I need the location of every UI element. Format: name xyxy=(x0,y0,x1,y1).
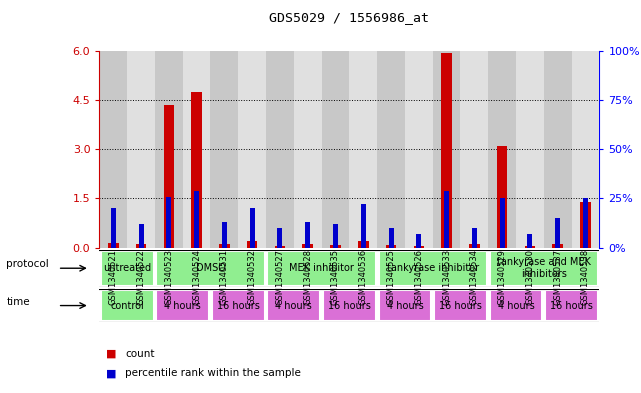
Bar xyxy=(163,105,174,248)
Text: GDS5029 / 1556986_at: GDS5029 / 1556986_at xyxy=(269,11,429,24)
Bar xyxy=(405,51,433,248)
Text: control: control xyxy=(110,301,144,310)
FancyBboxPatch shape xyxy=(212,290,265,321)
FancyBboxPatch shape xyxy=(490,290,542,321)
Text: protocol: protocol xyxy=(6,259,49,269)
Bar xyxy=(524,246,535,248)
Bar xyxy=(358,241,369,248)
FancyBboxPatch shape xyxy=(101,290,154,321)
Bar xyxy=(413,246,424,248)
Bar xyxy=(266,51,294,248)
FancyBboxPatch shape xyxy=(156,251,265,286)
Bar xyxy=(249,208,254,248)
Bar xyxy=(572,51,599,248)
Text: 4 hours: 4 hours xyxy=(387,301,423,310)
Text: percentile rank within the sample: percentile rank within the sample xyxy=(125,368,301,378)
Text: MEK inhibitor: MEK inhibitor xyxy=(289,263,354,273)
FancyBboxPatch shape xyxy=(101,251,154,286)
Bar xyxy=(433,51,460,248)
Bar xyxy=(497,146,508,248)
Bar xyxy=(194,191,199,248)
FancyBboxPatch shape xyxy=(545,290,598,321)
Text: ■: ■ xyxy=(106,349,116,359)
Bar xyxy=(580,202,591,248)
Bar xyxy=(294,51,322,248)
Bar xyxy=(388,228,394,248)
Bar xyxy=(349,51,377,248)
FancyBboxPatch shape xyxy=(267,251,376,286)
Text: untreated: untreated xyxy=(103,263,151,273)
Bar xyxy=(136,244,146,248)
FancyBboxPatch shape xyxy=(490,251,598,286)
Bar xyxy=(108,242,119,248)
Bar xyxy=(183,51,210,248)
Bar xyxy=(191,92,202,248)
Bar xyxy=(472,228,477,248)
Text: 4 hours: 4 hours xyxy=(164,301,201,310)
Bar xyxy=(555,218,560,248)
Bar xyxy=(469,244,479,248)
Bar xyxy=(274,246,285,248)
Bar xyxy=(210,51,238,248)
Bar xyxy=(416,234,421,248)
Bar xyxy=(238,51,266,248)
Bar xyxy=(322,51,349,248)
Text: 4 hours: 4 hours xyxy=(276,301,312,310)
Bar xyxy=(499,198,504,248)
Bar xyxy=(544,51,572,248)
Bar xyxy=(166,196,171,248)
Bar xyxy=(222,222,227,248)
Text: 16 hours: 16 hours xyxy=(217,301,260,310)
Bar xyxy=(303,244,313,248)
Bar xyxy=(305,222,310,248)
FancyBboxPatch shape xyxy=(156,290,209,321)
Text: ■: ■ xyxy=(106,368,116,378)
Bar xyxy=(333,224,338,248)
Bar xyxy=(361,204,366,248)
Text: 16 hours: 16 hours xyxy=(550,301,593,310)
Text: tankyrase inhibitor: tankyrase inhibitor xyxy=(387,263,479,273)
Text: tankyrase and MEK
inhibitors: tankyrase and MEK inhibitors xyxy=(497,257,591,279)
Bar xyxy=(553,244,563,248)
Bar xyxy=(377,51,405,248)
Bar xyxy=(219,244,229,248)
Bar xyxy=(516,51,544,248)
FancyBboxPatch shape xyxy=(378,290,431,321)
Text: 4 hours: 4 hours xyxy=(497,301,535,310)
Bar xyxy=(111,208,116,248)
Bar xyxy=(441,53,452,248)
Bar xyxy=(528,234,533,248)
Bar xyxy=(386,245,396,248)
Text: 16 hours: 16 hours xyxy=(439,301,482,310)
Bar xyxy=(278,228,283,248)
FancyBboxPatch shape xyxy=(323,290,376,321)
Bar xyxy=(138,224,144,248)
Text: DMSO: DMSO xyxy=(196,263,226,273)
Bar xyxy=(460,51,488,248)
Bar xyxy=(127,51,155,248)
Bar xyxy=(155,51,183,248)
Text: 16 hours: 16 hours xyxy=(328,301,370,310)
Bar xyxy=(488,51,516,248)
Bar xyxy=(583,198,588,248)
FancyBboxPatch shape xyxy=(434,290,487,321)
Bar xyxy=(99,51,127,248)
Text: time: time xyxy=(6,297,30,307)
Bar xyxy=(444,191,449,248)
Bar xyxy=(330,245,341,248)
Bar xyxy=(247,241,258,248)
FancyBboxPatch shape xyxy=(378,251,487,286)
Text: count: count xyxy=(125,349,154,359)
FancyBboxPatch shape xyxy=(267,290,320,321)
